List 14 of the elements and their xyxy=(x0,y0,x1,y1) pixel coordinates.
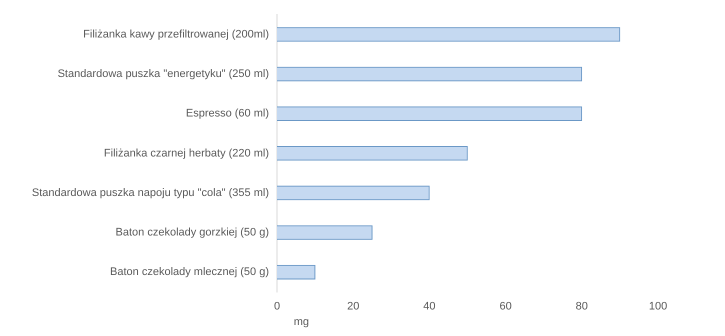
y-tick-label: Standardowa puszka napoju typu "cola" (355 ml) xyxy=(32,186,269,199)
x-tick-label: 60 xyxy=(499,300,512,313)
y-tick-label: Filiżanka kawy przefiltrowanej (200ml) xyxy=(83,28,269,40)
x-tick-label: 40 xyxy=(423,300,436,313)
x-axis-title: mg xyxy=(294,316,310,328)
y-tick-label: Filiżanka czarnej herbaty (220 ml) xyxy=(104,147,269,160)
x-tick-label: 20 xyxy=(347,300,360,313)
y-tick-label: Baton czekolady gorzkiej (50 g) xyxy=(116,226,269,239)
x-tick-label: 80 xyxy=(576,300,588,313)
x-tick-label: 0 xyxy=(274,300,280,313)
x-tick-label: 100 xyxy=(648,300,668,313)
y-tick-label: Standardowa puszka "energetyku" (250 ml) xyxy=(58,68,269,80)
y-tick-label: Baton czekolady mlecznej (50 g) xyxy=(110,266,269,278)
y-tick-label: Espresso (60 ml) xyxy=(186,108,269,120)
